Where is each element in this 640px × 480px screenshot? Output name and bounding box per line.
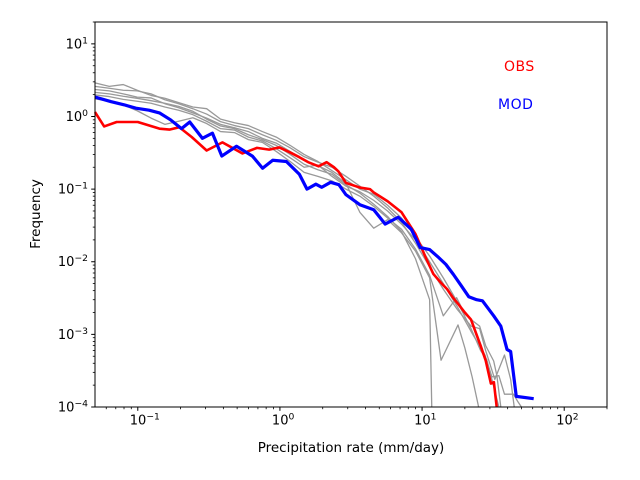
y-tick-label: 101 — [66, 35, 88, 52]
x-tick-label: 100 — [272, 412, 295, 429]
series-ensemble-member-6 — [94, 98, 502, 408]
x-tick-label: 101 — [414, 412, 436, 429]
axes-frame — [94, 21, 608, 408]
series-MOD — [94, 95, 534, 401]
series-ensemble-member-5 — [94, 94, 522, 408]
y-tick-label: 10−1 — [58, 181, 88, 198]
x-tick-label: 10−1 — [130, 412, 160, 429]
y-tick-label: 100 — [66, 108, 89, 125]
x-axis-label: Precipitation rate (mm/day) — [257, 440, 445, 456]
y-tick-label: 10−3 — [58, 326, 88, 343]
y-axis-label: Frequency — [28, 179, 44, 249]
series-ensemble-member-2 — [94, 85, 515, 408]
legend-entry-obs: OBS — [504, 59, 535, 75]
series-ensemble-member-4 — [94, 91, 433, 408]
series-OBS — [93, 111, 498, 408]
series-ensemble-member-1 — [94, 82, 500, 408]
x-tick-label: 102 — [556, 412, 578, 429]
y-tick-label: 10−2 — [58, 253, 88, 270]
y-tick-label: 10−4 — [58, 399, 88, 416]
legend-entry-mod: MOD — [498, 97, 534, 113]
